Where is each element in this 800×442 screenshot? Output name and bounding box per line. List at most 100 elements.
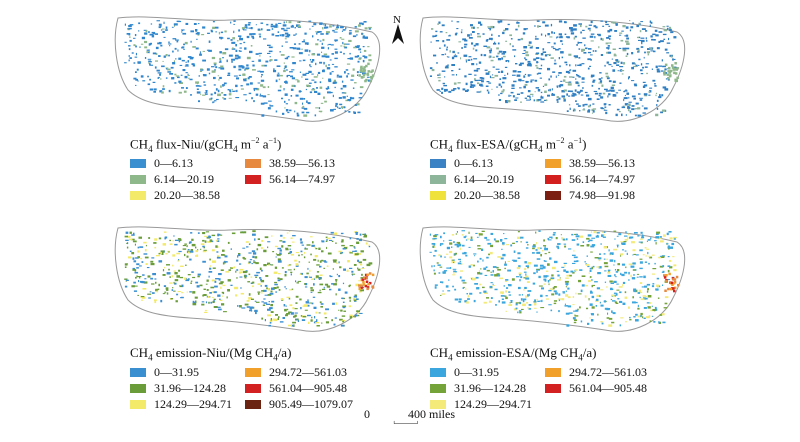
map-pixel — [643, 317, 646, 319]
map-pixel — [605, 20, 608, 23]
map-pixel — [497, 256, 501, 258]
map-pixel — [611, 321, 615, 324]
map-pixel — [473, 44, 476, 47]
map-pixel — [271, 300, 275, 303]
map-pixel — [295, 295, 299, 298]
map-pixel — [474, 255, 476, 257]
map-pixel — [447, 290, 451, 292]
map-pixel — [532, 282, 536, 285]
map-pixel — [333, 79, 336, 83]
map-pixel — [509, 34, 512, 37]
map-pixel — [229, 89, 231, 92]
map-pixel — [577, 308, 579, 311]
map-pixel — [318, 247, 321, 250]
map-pixel — [630, 274, 632, 278]
map-pixel — [649, 47, 653, 50]
map-pixel — [551, 46, 554, 48]
map-pixel — [624, 296, 628, 299]
map-pixel — [597, 272, 601, 275]
map-pixel — [649, 24, 651, 27]
map-pixel — [222, 284, 226, 287]
map-pixel — [576, 74, 578, 76]
map-pixel — [200, 248, 202, 250]
map-pixel — [152, 273, 156, 276]
map-pixel — [639, 291, 643, 294]
map-pixel — [165, 287, 169, 290]
map-pixel — [243, 94, 247, 96]
map-pixel — [234, 286, 239, 290]
map-pixel — [333, 81, 337, 84]
map-pixel — [471, 84, 474, 87]
map-pixel — [160, 250, 165, 253]
map-pixel — [128, 28, 132, 30]
map-pixel — [624, 291, 627, 294]
map-pixel — [148, 237, 151, 239]
map-pixel — [638, 58, 641, 61]
map-pixel — [550, 309, 553, 312]
map-pixel — [351, 273, 356, 275]
map-pixel — [317, 74, 319, 77]
map-pixel — [455, 252, 457, 255]
map-pixel — [529, 96, 531, 99]
map-pixel — [358, 97, 363, 99]
map-pixel — [217, 75, 219, 77]
map-pixel — [212, 260, 216, 263]
map-pixel — [505, 40, 508, 42]
map-pixel — [295, 79, 299, 81]
map-pixel — [285, 35, 290, 38]
map-pixel — [168, 54, 170, 57]
map-pixel — [510, 300, 513, 302]
map-pixel — [501, 301, 506, 304]
map-pixel — [486, 297, 489, 299]
map-pixel — [188, 242, 191, 244]
map-pixel — [344, 110, 347, 112]
map-pixel — [603, 300, 607, 303]
map-pixel — [282, 240, 286, 243]
map-pixel — [667, 256, 670, 258]
map-pixel — [600, 321, 603, 323]
map-pixel — [139, 246, 144, 248]
map-pixel — [591, 84, 594, 87]
map-pixel — [456, 74, 457, 76]
map-pixel — [268, 264, 270, 266]
map-pixel — [325, 236, 328, 239]
map-pixel — [574, 56, 577, 59]
legend-item: 31.96—124.28 — [430, 381, 526, 396]
map-pixel — [197, 275, 200, 278]
map-pixel — [451, 20, 453, 22]
map-pixel — [565, 277, 569, 279]
map-pixel — [553, 32, 555, 34]
map-pixel — [560, 80, 563, 82]
map-pixel — [527, 95, 531, 97]
map-pixel — [454, 53, 456, 56]
map-pixel — [323, 96, 325, 99]
map-pixel — [263, 102, 268, 104]
map-pixel — [258, 52, 262, 54]
map-pixel — [474, 283, 478, 285]
map-pixel — [565, 312, 570, 315]
map-pixel — [454, 33, 458, 36]
map-pixel — [271, 235, 273, 237]
map-pixel — [300, 272, 303, 275]
map-pixel — [566, 284, 568, 286]
map-pixel — [438, 254, 441, 257]
map-pixel — [524, 57, 526, 60]
map-pixel — [308, 321, 310, 324]
map-pixel — [153, 90, 156, 93]
map-pixel — [453, 261, 455, 263]
map-pixel — [178, 269, 181, 272]
map-pixel — [601, 322, 604, 325]
map-pixel — [563, 269, 566, 272]
map-pixel — [585, 47, 588, 50]
map-pixel — [536, 268, 540, 270]
map-pixel — [154, 238, 158, 241]
map-pixel — [219, 57, 222, 61]
map-pixel — [241, 307, 246, 309]
map-pixel — [564, 61, 568, 64]
map-pixel — [219, 299, 223, 301]
map-pixel — [368, 28, 371, 30]
map-pixel — [205, 231, 210, 233]
map-pixel — [573, 28, 577, 31]
map-pixel — [664, 302, 668, 305]
map-pixel — [254, 309, 258, 312]
